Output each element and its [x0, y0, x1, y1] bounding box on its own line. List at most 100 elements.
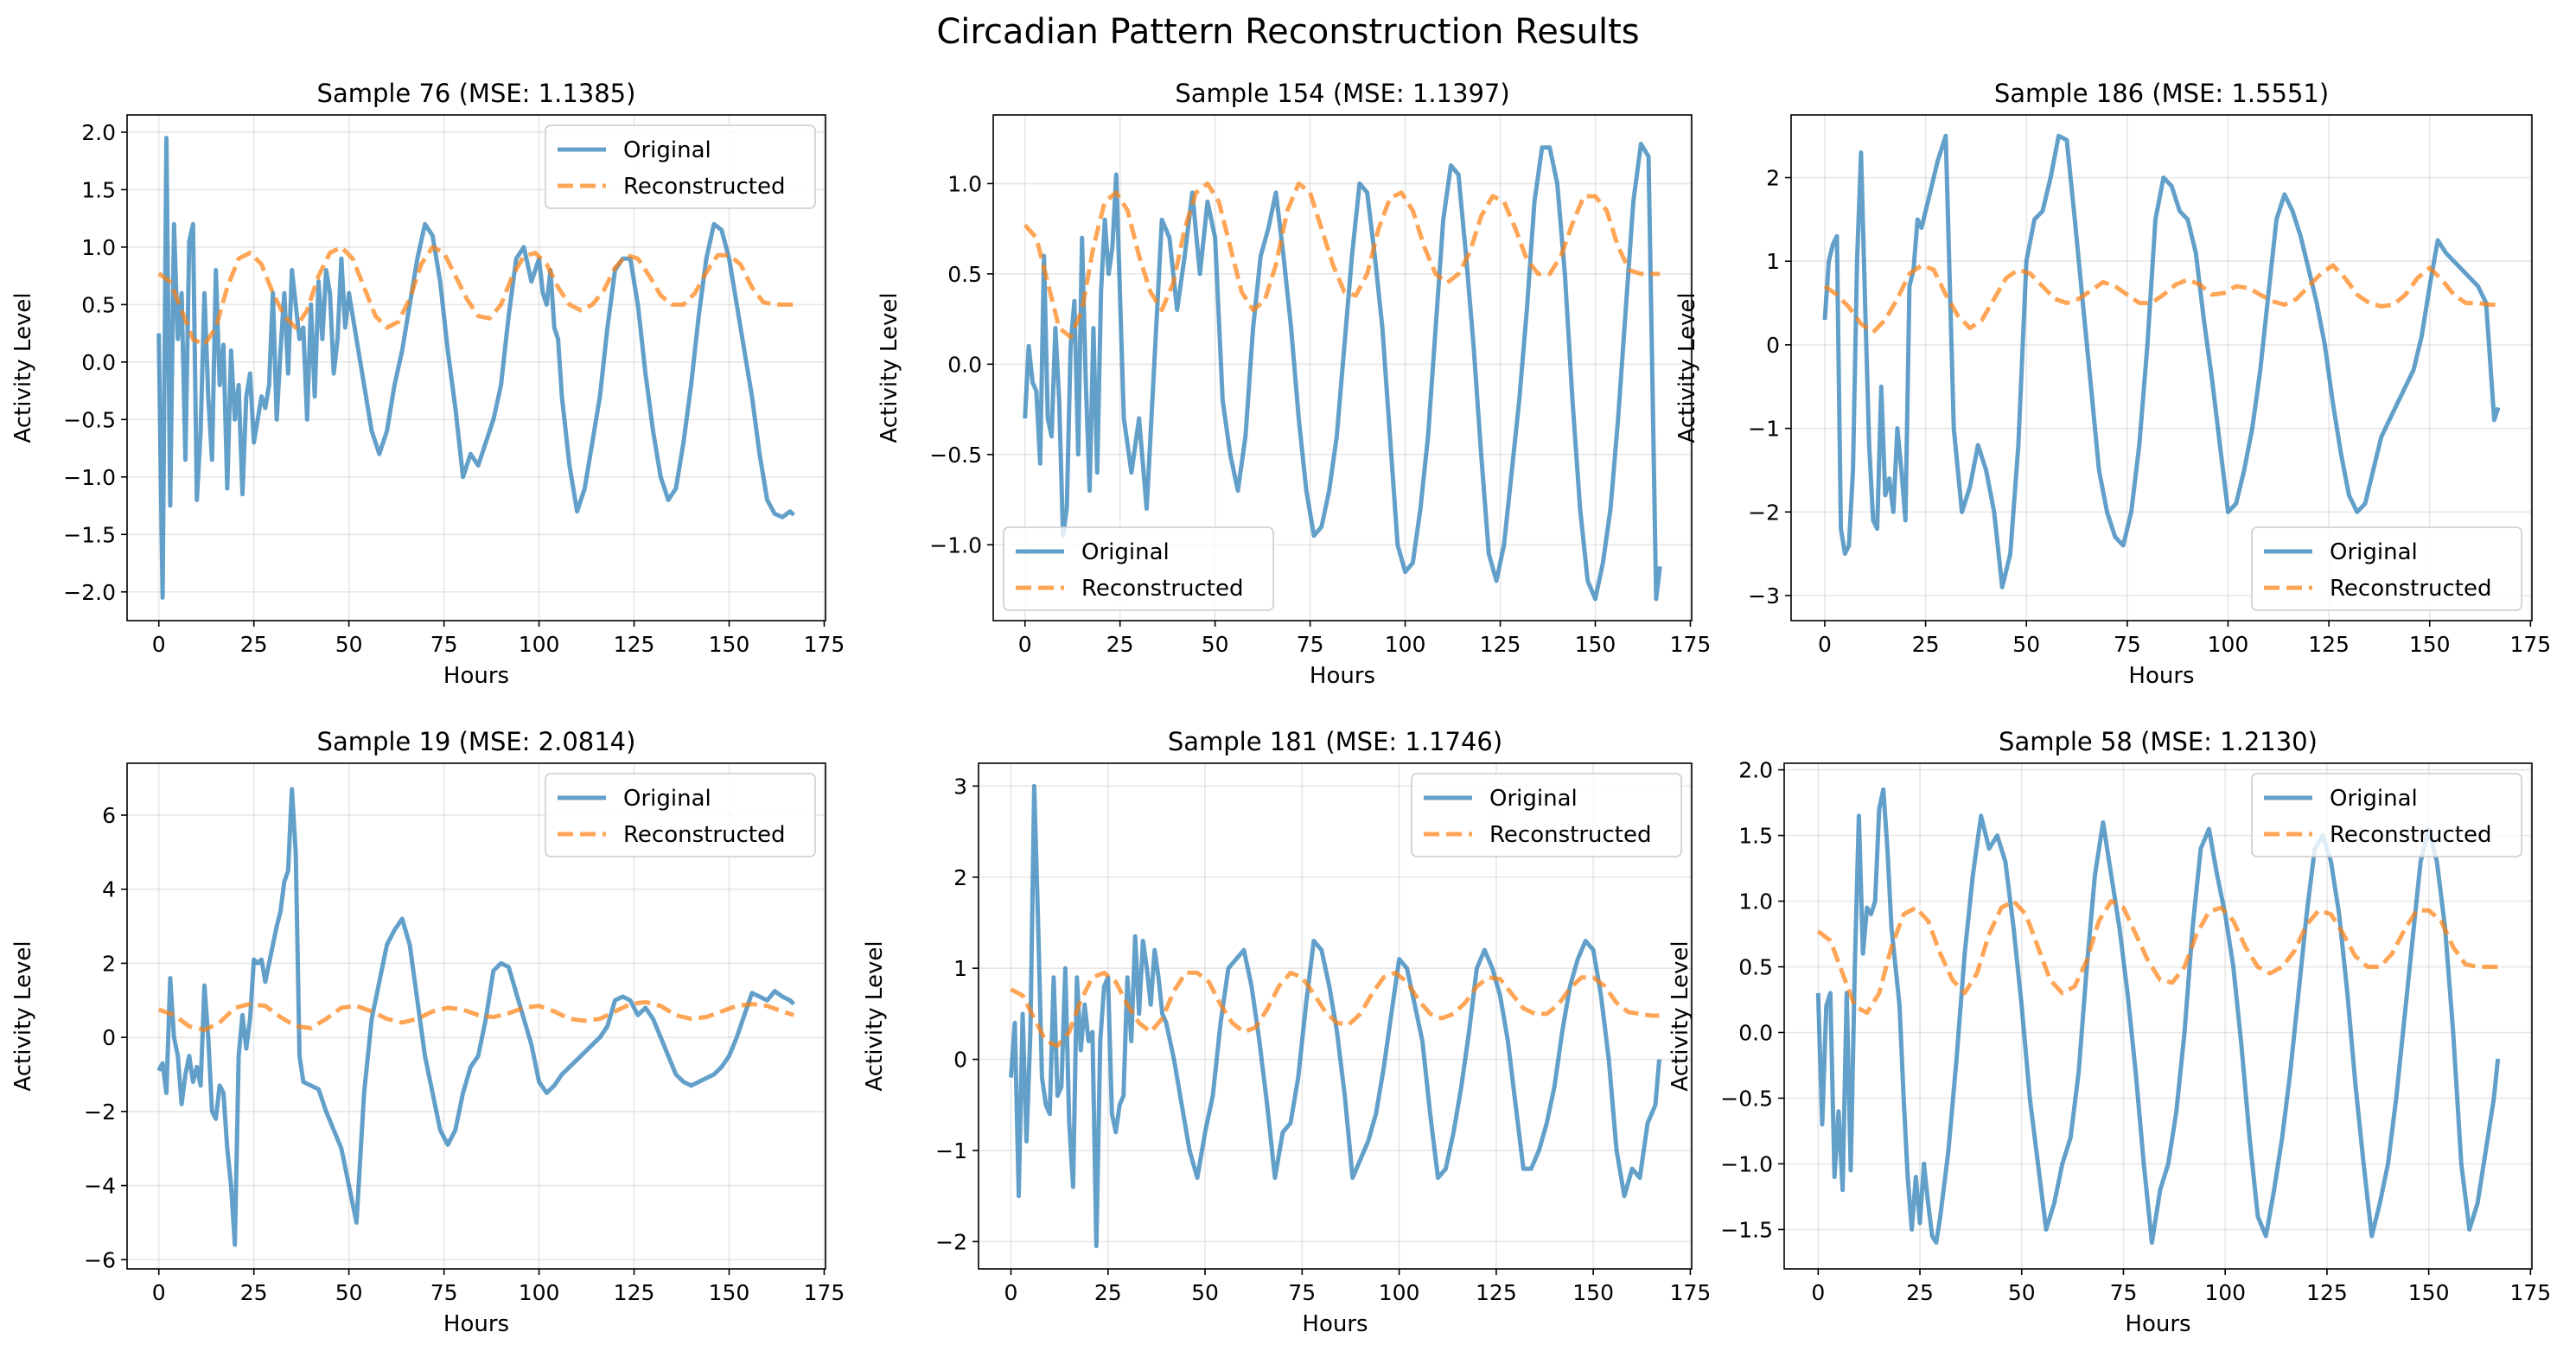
x-tick-label: 150 [709, 632, 750, 657]
legend-box [545, 773, 816, 857]
subplot-1: 0 25 50 75 100 125 150 175 −2.0 −1.5 −1.0 −0.5 0.0 0.… [10, 79, 845, 689]
y-tick-label: 3 [953, 774, 967, 799]
x-tick-label: 100 [2208, 632, 2249, 657]
x-tick-label: 175 [1670, 1280, 1712, 1305]
x-tick-label: 25 [1906, 1280, 1934, 1305]
y-tick-label: −2 [84, 1099, 116, 1125]
x-tick-label: 50 [1202, 632, 1229, 657]
x-tick-label: 25 [1912, 632, 1940, 657]
y-tick-label: −0.5 [63, 407, 116, 432]
x-tick-label: 75 [2114, 632, 2141, 657]
axes-frame [992, 114, 1693, 621]
y-tick-label: 2 [953, 865, 967, 890]
x-tick-label: 125 [614, 632, 655, 657]
x-tick-label: 0 [1818, 632, 1832, 657]
x-tick-label: 50 [2008, 1280, 2036, 1305]
axes-frame [126, 762, 826, 1270]
series-group [1815, 787, 2501, 1246]
x-axis-label: Hours [1302, 1311, 1368, 1337]
legend-box [545, 124, 816, 209]
series-group [1009, 783, 1661, 1249]
legend-label: Reconstructed [1489, 822, 1651, 848]
y-tick-label: −1.0 [63, 465, 116, 490]
x-tick-label: 100 [2204, 1280, 2246, 1305]
y-tick-label: 6 [102, 803, 116, 828]
series-line-original [1815, 787, 2501, 1246]
legend-label: Original [1489, 786, 1578, 812]
series-line-reconstructed [1823, 263, 2498, 335]
y-tick-label: 0.0 [81, 350, 116, 375]
figure-title: Circadian Pattern Reconstruction Results [936, 12, 1639, 52]
y-tick-label: −6 [84, 1247, 116, 1272]
x-tick-label: 150 [1572, 1280, 1614, 1305]
y-tick-label: 1.0 [947, 171, 982, 196]
x-tick-label: 150 [2408, 1280, 2450, 1305]
legend-label: Original [2330, 539, 2418, 565]
x-tick-label: 175 [1670, 632, 1712, 657]
x-tick-label: 175 [2509, 1280, 2551, 1305]
y-tick-label: −4 [84, 1174, 116, 1199]
x-tick-label: 125 [1480, 632, 1521, 657]
legend: Original Reconstructed [2251, 526, 2522, 611]
y-tick-label: −2 [1748, 500, 1780, 525]
x-tick-label: 175 [804, 1280, 845, 1305]
legend-label: Reconstructed [1081, 576, 1243, 602]
x-tick-label: 25 [240, 632, 268, 657]
x-tick-label: 0 [1004, 1280, 1018, 1305]
y-tick-label: −1 [935, 1138, 967, 1163]
y-tick-label: −1.5 [63, 522, 116, 547]
legend-box [2251, 773, 2522, 857]
x-tick-label: 0 [152, 1280, 166, 1305]
y-tick-label: 0.5 [81, 292, 116, 317]
y-tick-label: 0.5 [947, 262, 982, 287]
series-line-original [1023, 141, 1662, 602]
legend-label: Original [623, 786, 711, 812]
series-line-original [1822, 133, 2501, 590]
y-tick-label: −3 [1748, 583, 1780, 609]
x-tick-label: 175 [804, 632, 845, 657]
y-axis-label: Activity Level [10, 292, 36, 443]
y-tick-label: −0.5 [1720, 1086, 1773, 1111]
x-axis-label: Hours [1310, 663, 1375, 689]
legend: Original Reconstructed [545, 773, 816, 857]
subplot-grid: 0 25 50 75 100 125 150 175−2.0−1.5−1.0−0.50.00.… [10, 79, 2551, 1337]
x-tick-label: 125 [1476, 1280, 1517, 1305]
x-tick-label: 75 [430, 1280, 458, 1305]
series-line-reconstructed [1010, 970, 1660, 1048]
x-tick-label: 0 [1018, 632, 1032, 657]
x-tick-label: 125 [2306, 1280, 2348, 1305]
axes-frame [978, 762, 1693, 1270]
subplot-title: Sample 181 (MSE: 1.1746) [1168, 727, 1502, 756]
y-tick-label: −2 [935, 1229, 967, 1254]
legend: Original Reconstructed [1411, 773, 1682, 857]
y-tick-label: −1.0 [929, 532, 982, 558]
y-axis-label: Activity Level [877, 292, 902, 443]
y-tick-label: 1 [953, 956, 967, 981]
x-tick-label: 100 [519, 1280, 560, 1305]
y-tick-label: −1 [1748, 417, 1780, 442]
legend-label: Reconstructed [2330, 576, 2491, 602]
series-group [1822, 133, 2501, 590]
legend-box [2251, 526, 2522, 611]
y-tick-label: 4 [102, 877, 116, 902]
y-tick-label: 2 [102, 951, 116, 976]
x-tick-label: 25 [1094, 1280, 1122, 1305]
x-tick-label: 125 [2308, 632, 2350, 657]
x-tick-label: 100 [519, 632, 560, 657]
legend-label: Original [1081, 539, 1170, 565]
x-tick-label: 175 [2510, 632, 2552, 657]
axes-frame [1790, 114, 2533, 621]
x-tick-label: 25 [1106, 632, 1134, 657]
x-tick-label: 50 [2012, 632, 2040, 657]
x-tick-label: 50 [335, 632, 363, 657]
legend-label: Reconstructed [2330, 822, 2491, 848]
subplot-5: 0 25 50 75 100 125 150 175 −2 −1 0 1 2 3 Sample 181 (M… [862, 727, 1711, 1337]
series-group [156, 787, 796, 1247]
series-line-original [156, 136, 795, 600]
y-tick-label: 2.0 [81, 120, 116, 145]
x-tick-label: 100 [1385, 632, 1426, 657]
x-tick-label: 50 [1191, 1280, 1219, 1305]
axes-frame [126, 114, 826, 621]
series-line-reconstructed [1023, 181, 1661, 340]
y-tick-label: 0 [102, 1025, 116, 1050]
